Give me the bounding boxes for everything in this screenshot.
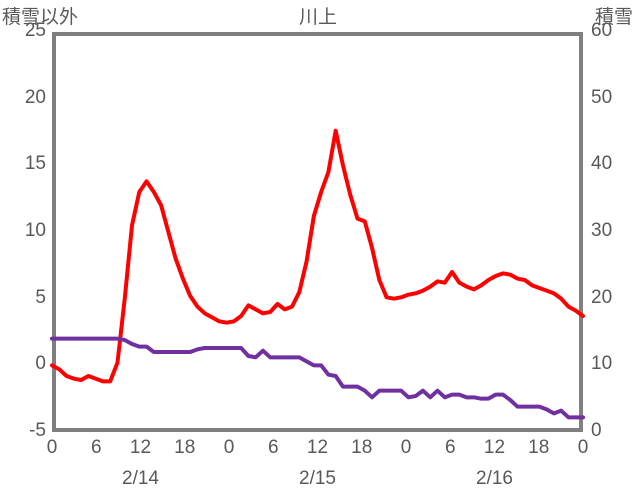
y-axis-left-tick-label: 20 — [24, 86, 46, 108]
y-axis-left-tick-label: 0 — [35, 353, 46, 375]
y-axis-left-tick-label: -5 — [29, 420, 46, 441]
chart-title: 川上 — [298, 7, 337, 28]
x-axis-tick-label: 12 — [483, 437, 506, 458]
y-axis-left-tick-label: 15 — [24, 153, 46, 175]
x-axis-tick-label: 0 — [400, 437, 412, 458]
x-axis-tick-label: 6 — [90, 437, 102, 458]
y-axis-right-tick-label: 60 — [591, 20, 613, 41]
right-axis-title: 積雪 — [594, 7, 633, 28]
x-axis-day-label: 2/14 — [122, 468, 159, 489]
y-axis-right-tick-label: 50 — [591, 86, 613, 108]
y-axis-right-tick-label: 40 — [591, 153, 613, 175]
y-axis-right-tick-label: 0 — [591, 420, 602, 441]
y-axis-left-tick-label: 10 — [24, 220, 46, 241]
y-axis-right-tick-label: 20 — [591, 286, 613, 308]
y-axis-left-tick-label: 5 — [35, 286, 46, 308]
y-axis-left-tick-label: 25 — [24, 20, 46, 41]
x-axis-day-label: 2/15 — [299, 468, 336, 489]
x-axis-tick-label: 0 — [223, 437, 235, 458]
y-axis-right-tick-label: 30 — [591, 220, 613, 241]
x-axis-tick-label: 18 — [351, 437, 373, 458]
x-axis-tick-label: 0 — [46, 437, 58, 458]
y-axis-right-tick-label: 10 — [591, 353, 613, 375]
x-axis-tick-label: 18 — [528, 437, 550, 458]
series-line-snow — [50, 336, 585, 420]
x-axis-tick-label: 6 — [267, 437, 279, 458]
x-axis-tick-label: 12 — [129, 437, 152, 458]
series-line-other — [50, 128, 585, 384]
x-axis-day-label: 2/16 — [476, 468, 513, 489]
x-axis-tick-label: 18 — [174, 437, 196, 458]
left-axis-title: 積雪以外 — [2, 7, 79, 28]
x-axis-tick-label: 12 — [306, 437, 329, 458]
x-axis-tick-label: 6 — [444, 437, 456, 458]
x-axis-tick-label: 0 — [577, 437, 589, 458]
